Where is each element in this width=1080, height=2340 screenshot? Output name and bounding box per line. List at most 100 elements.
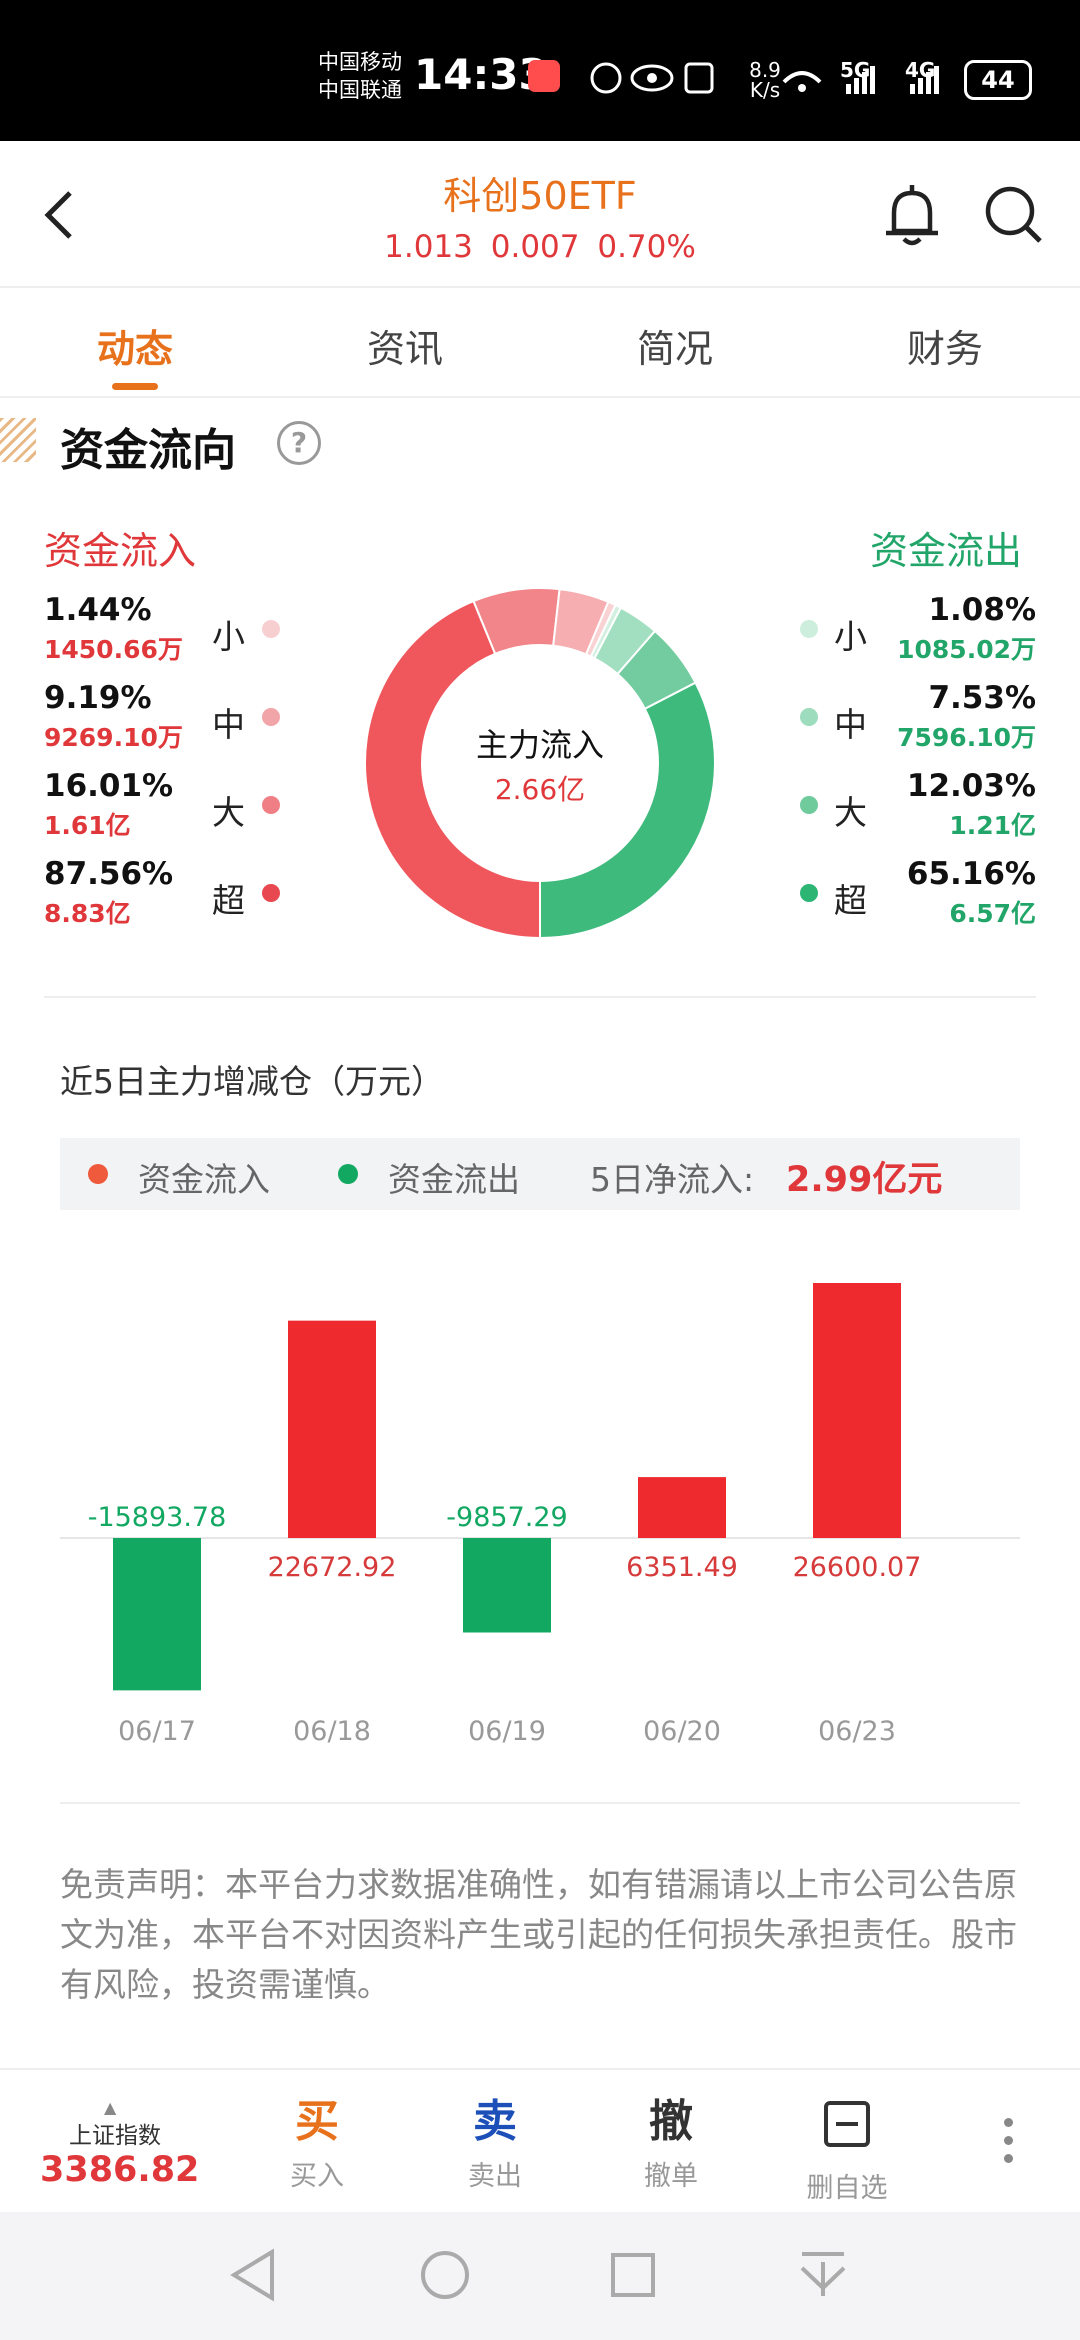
status-bar: 中国移动 中国联通 14:33 8.9 K/s 5G 4G 44 — [0, 0, 1080, 141]
outflow-title: 资金流出 — [870, 529, 1023, 573]
outflow-amount: 7596.10万 — [897, 723, 1036, 752]
net-inflow-label: 5日净流入: — [590, 1160, 755, 1199]
nav-dropdown-icon[interactable] — [796, 2248, 850, 2302]
tab-dynamics[interactable]: 动态 — [96, 327, 173, 371]
x-tick-label: 06/19 — [468, 1716, 546, 1747]
nav-back-icon[interactable] — [228, 2248, 278, 2302]
outflow-dot — [800, 708, 818, 726]
sell-icon: 卖 — [473, 2096, 517, 2147]
bar-value-label: 6351.49 — [626, 1552, 738, 1583]
fund-flow-donut — [364, 587, 716, 940]
five-day-bar-chart: -15893.78 06/17 22672.92 06/18 -9857.29 06/19… — [60, 1282, 1020, 1747]
outflow-size-label: 小 — [834, 617, 867, 656]
bar-06-20 — [638, 1477, 726, 1538]
inflow-amount: 1450.66万 — [44, 635, 183, 664]
tab-profile[interactable]: 简况 — [636, 327, 713, 371]
back-button[interactable] — [40, 187, 76, 253]
donut-segment — [539, 681, 716, 940]
inflow-dot — [262, 796, 280, 814]
divider — [44, 996, 1036, 998]
inflow-row-large: 16.01% 1.61亿 — [44, 768, 173, 842]
alert-button[interactable] — [880, 183, 944, 253]
inflow-amount: 9269.10万 — [44, 723, 183, 752]
legend-inflow-label: 资金流入 — [138, 1160, 270, 1199]
clock: 14:33 — [414, 50, 548, 99]
bar-value-label: -9857.29 — [446, 1502, 567, 1533]
remove-watchlist-button[interactable]: 删自选 — [782, 2096, 912, 2205]
inflow-dot — [262, 884, 280, 902]
legend-outflow-dot — [338, 1164, 358, 1184]
bar-value-label: 22672.92 — [268, 1552, 397, 1583]
inflow-size-label: 中 — [212, 705, 245, 744]
inflow-dot — [262, 620, 280, 638]
donut-center-label: 主力流入 — [475, 726, 604, 764]
outflow-pct: 12.03% — [906, 768, 1036, 804]
outflow-pct: 1.08% — [928, 592, 1036, 628]
donut-segment — [364, 599, 541, 940]
inflow-pct: 9.19% — [44, 680, 152, 716]
remove-watchlist-icon — [782, 2096, 912, 2160]
cancel-order-label: 撤单 — [644, 2161, 698, 2192]
net-speed: 8.9 K/s — [749, 58, 781, 102]
inflow-size-label: 小 — [212, 617, 245, 656]
bar-06-18 — [288, 1320, 376, 1538]
bar-value-label: -15893.78 — [88, 1502, 227, 1533]
outflow-dot — [800, 620, 818, 638]
outflow-row-large: 12.03% 1.21亿 — [907, 768, 1036, 842]
nav-home-icon[interactable] — [418, 2248, 472, 2302]
legend-outflow-label: 资金流出 — [388, 1160, 520, 1199]
section-accent — [0, 418, 36, 462]
index-value[interactable]: 3386.82 — [40, 2150, 200, 2190]
inflow-pct: 1.44% — [44, 592, 152, 628]
stock-quote: 1.013 0.007 0.70% — [384, 229, 696, 265]
buy-button[interactable]: 买 买入 — [252, 2096, 382, 2193]
outflow-dot — [800, 884, 818, 902]
net-inflow-value: 2.99亿元 — [786, 1160, 943, 1200]
outflow-size-label: 中 — [834, 705, 867, 744]
caret-up-icon: ▲ — [104, 2098, 117, 2117]
search-button[interactable] — [982, 183, 1046, 251]
cancel-order-button[interactable]: 撤 撤单 — [606, 2096, 736, 2193]
x-tick-label: 06/17 — [118, 1716, 196, 1747]
disclaimer-text: 免责声明：本平台力求数据准确性，如有错漏请以上市公司公告原文为准，本平台不对因资… — [60, 1865, 1017, 2004]
app-notification-icon — [528, 60, 560, 92]
tab-finance[interactable]: 财务 — [906, 327, 983, 371]
sell-button[interactable]: 卖 卖出 — [430, 2096, 560, 2193]
index-name[interactable]: 上证指数 — [69, 2123, 161, 2149]
outflow-dot — [800, 796, 818, 814]
x-tick-label: 06/23 — [818, 1716, 896, 1747]
tab-news[interactable]: 资讯 — [366, 327, 443, 371]
inflow-pct: 16.01% — [44, 768, 174, 804]
outflow-pct: 65.16% — [906, 856, 1036, 892]
inflow-amount: 8.83亿 — [44, 899, 131, 928]
donut-center-value: 2.66亿 — [494, 773, 586, 806]
bottom-toolbar: ▲ 上证指数 3386.82 买 买入 卖 卖出 撤 撤单 删自选 — [0, 2068, 1080, 2212]
system-status-icons — [590, 62, 714, 94]
inflow-size-label: 超 — [212, 881, 245, 920]
carrier-2: 中国联通 — [318, 78, 402, 102]
help-icon[interactable]: ? — [277, 421, 321, 465]
buy-icon: 买 — [295, 2096, 339, 2147]
more-vertical-icon[interactable] — [1004, 2118, 1014, 2172]
active-tab-indicator — [112, 383, 158, 390]
remove-watchlist-label: 删自选 — [806, 2173, 888, 2204]
outflow-row-small: 1.08% 1085.02万 — [897, 592, 1036, 666]
inflow-pct: 87.56% — [44, 856, 174, 892]
inflow-size-label: 大 — [212, 793, 245, 832]
outflow-amount: 1085.02万 — [897, 635, 1036, 664]
carrier-info: 中国移动 中国联通 — [318, 48, 402, 104]
outflow-amount: 1.21亿 — [949, 811, 1036, 840]
sell-label: 卖出 — [468, 2161, 522, 2192]
x-tick-label: 06/18 — [293, 1716, 371, 1747]
nav-recents-icon[interactable] — [608, 2250, 658, 2300]
chevron-left-icon — [44, 191, 72, 239]
outflow-row-medium: 7.53% 7596.10万 — [897, 680, 1036, 754]
inflow-row-small: 1.44% 1450.66万 — [44, 592, 183, 666]
divider — [60, 1802, 1020, 1804]
system-nav-bar — [0, 2212, 1080, 2340]
section-title: 资金流向 — [60, 425, 236, 476]
signal-icons — [782, 66, 939, 94]
outflow-row-super: 65.16% 6.57亿 — [907, 856, 1036, 930]
outflow-pct: 7.53% — [928, 680, 1036, 716]
outflow-size-label: 超 — [834, 881, 867, 920]
